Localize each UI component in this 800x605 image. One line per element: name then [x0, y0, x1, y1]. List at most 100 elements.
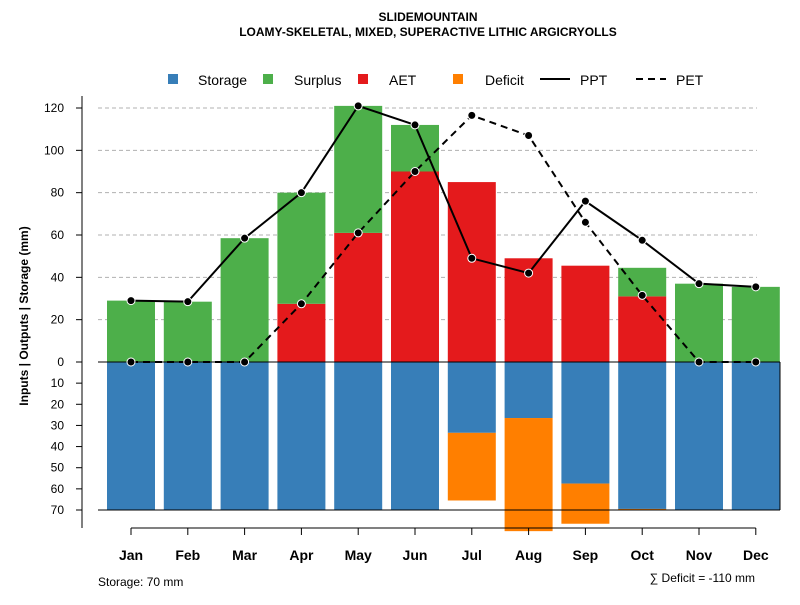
bars — [107, 105, 780, 532]
bar-aet-oct — [618, 296, 667, 362]
point-pet — [467, 110, 477, 120]
bar-aet-jun — [391, 171, 439, 362]
y-tick-label: 30 — [51, 418, 65, 432]
point-ppt — [353, 101, 363, 111]
x-tick-label-may: May — [345, 547, 372, 563]
point-pet — [524, 131, 534, 141]
point-pet — [580, 217, 590, 227]
legend-label-storage: Storage — [198, 72, 247, 88]
bar-aet-sep — [561, 265, 610, 362]
bar-surplus-may — [334, 105, 383, 233]
point-pet — [183, 357, 193, 367]
x-tick-label-jul: Jul — [462, 547, 482, 563]
point-pet — [694, 357, 704, 367]
line-ppt — [130, 104, 756, 303]
y-tick-label: 50 — [51, 461, 65, 475]
axes: 0 20 40 60 80 100 120 10 20 30 40 50 60 70 Jan Feb Mar Ap… — [44, 96, 781, 563]
y-tick-label: 40 — [51, 270, 65, 284]
point-ppt — [183, 297, 193, 307]
x-tick-label-aug: Aug — [515, 547, 542, 563]
bar-storage-aug — [504, 362, 553, 419]
x-tick-label-mar: Mar — [232, 547, 257, 563]
y-tick-label: 100 — [44, 143, 64, 157]
point-pet — [240, 357, 250, 367]
point-ppt — [467, 253, 477, 263]
point-ppt — [637, 235, 647, 245]
bar-storage-may — [334, 362, 383, 510]
legend-label-ppt: PPT — [580, 72, 608, 88]
point-ppt — [240, 233, 250, 243]
legend-label-pet: PET — [676, 72, 704, 88]
y-tick-label: 20 — [51, 313, 65, 327]
y-tick-label: 120 — [44, 101, 64, 115]
bar-surplus-feb — [163, 301, 212, 362]
storage-footer: Storage: 70 mm — [98, 575, 183, 589]
legend-swatch-aet — [358, 74, 368, 84]
bar-surplus-dec — [731, 286, 780, 362]
bar-storage-mar — [220, 362, 269, 510]
y-tick-label: 40 — [51, 440, 65, 454]
bar-storage-jul — [447, 362, 496, 433]
point-ppt — [126, 296, 136, 306]
bar-deficit-jul — [447, 432, 496, 501]
y-tick-label: 20 — [51, 397, 65, 411]
bar-storage-dec — [731, 362, 780, 510]
y-tick-label: 80 — [51, 186, 65, 200]
point-pet — [751, 357, 761, 367]
legend-swatch-surplus — [263, 74, 273, 84]
point-pet — [353, 228, 363, 238]
legend-label-aet: AET — [389, 72, 417, 88]
point-pet — [126, 357, 136, 367]
bar-aet-may — [334, 232, 383, 362]
point-ppt — [410, 120, 420, 130]
legend: Storage Surplus AET Deficit PPT PET — [168, 72, 704, 88]
bar-surplus-apr — [277, 192, 326, 304]
deficit-footer: ∑ Deficit = -110 mm — [650, 571, 755, 585]
bar-deficit-oct — [618, 508, 667, 510]
x-tick-label-feb: Feb — [175, 547, 200, 563]
line-pet — [131, 114, 756, 363]
bar-aet-apr — [277, 303, 326, 362]
legend-swatch-deficit — [453, 74, 463, 84]
y-axis-label: Inputs | Outputs | Storage (mm) — [17, 226, 31, 405]
bar-surplus-mar — [220, 238, 269, 362]
x-tick-label-oct: Oct — [631, 547, 655, 563]
point-pet — [410, 167, 420, 176]
y-tick-label: 10 — [51, 376, 65, 390]
bar-storage-apr — [277, 362, 326, 510]
x-tick-label-sep: Sep — [573, 547, 599, 563]
y-tick-label: 60 — [51, 482, 65, 496]
bar-deficit-sep — [561, 483, 610, 524]
bar-surplus-jan — [107, 300, 155, 362]
point-ppt — [524, 268, 534, 278]
point-ppt — [296, 188, 306, 198]
point-ppt — [580, 196, 590, 206]
point-pet — [637, 290, 647, 300]
bar-storage-jun — [391, 362, 439, 510]
legend-label-surplus: Surplus — [294, 72, 341, 88]
legend-swatch-storage — [168, 74, 178, 84]
series-lines — [126, 101, 761, 367]
x-tick-label-jun: Jun — [403, 547, 428, 563]
bar-storage-feb — [163, 362, 212, 510]
bar-deficit-aug — [504, 418, 553, 532]
y-tick-label: 60 — [51, 228, 65, 242]
bar-storage-sep — [561, 362, 610, 484]
bar-surplus-nov — [675, 283, 723, 362]
chart-title: SLIDEMOUNTAIN — [378, 10, 477, 24]
y-tick-label: 0 — [57, 355, 64, 369]
bar-aet-jul — [447, 182, 496, 362]
legend-label-deficit: Deficit — [485, 72, 524, 88]
y-tick-label: 70 — [51, 503, 65, 517]
point-ppt — [751, 282, 761, 292]
x-tick-label-nov: Nov — [686, 547, 713, 563]
x-tick-label-apr: Apr — [289, 547, 314, 563]
x-tick-label-jan: Jan — [119, 547, 143, 563]
bar-storage-jan — [107, 362, 155, 510]
point-pet — [296, 299, 306, 309]
x-tick-label-dec: Dec — [743, 547, 769, 563]
bar-storage-nov — [675, 362, 723, 510]
chart-subtitle: LOAMY-SKELETAL, MIXED, SUPERACTIVE LITHI… — [239, 25, 617, 39]
point-ppt — [694, 279, 704, 289]
